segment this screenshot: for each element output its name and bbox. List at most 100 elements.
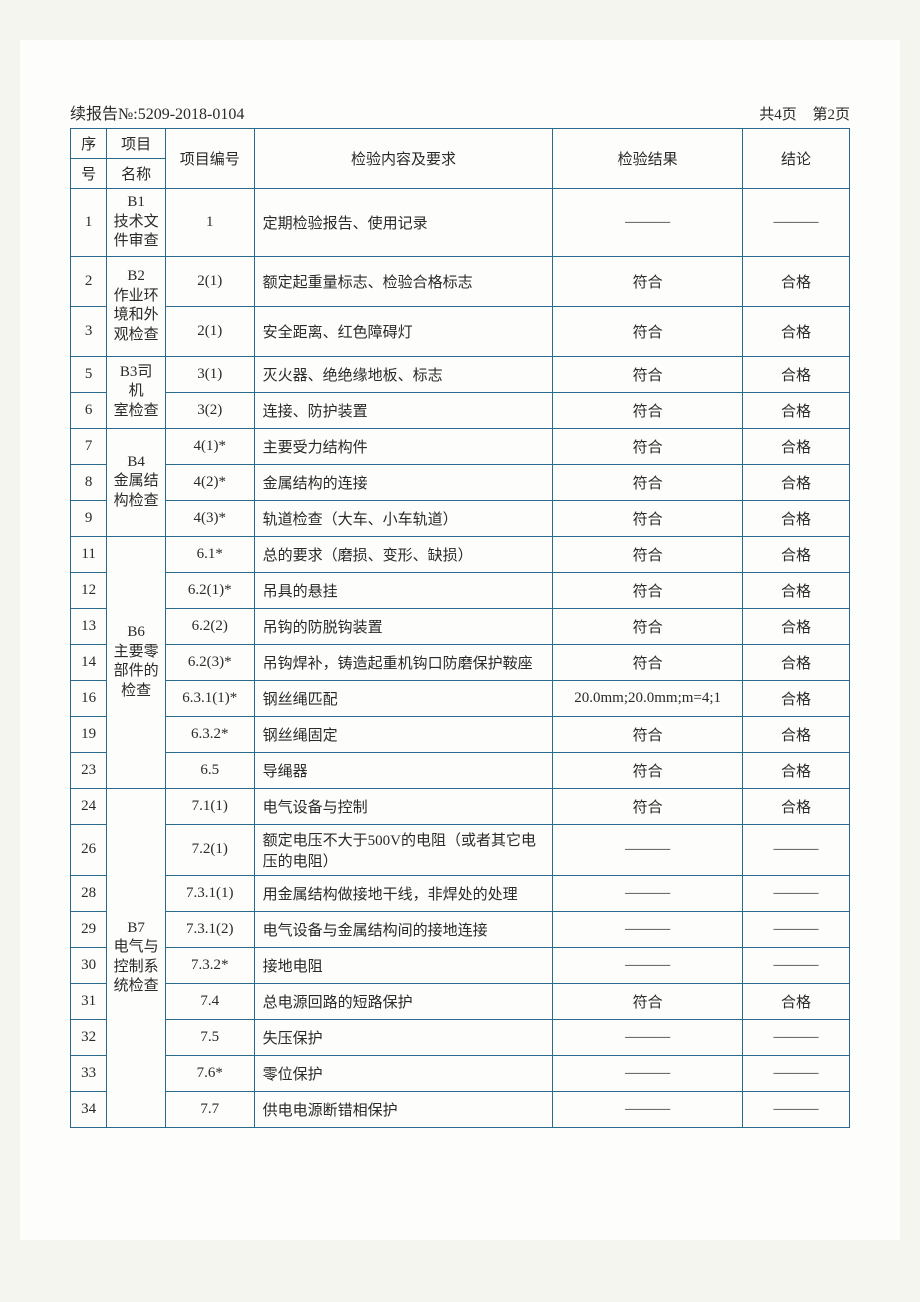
cell-content: 轨道检查（大车、小车轨道）	[254, 500, 553, 536]
cell-seq: 19	[71, 716, 107, 752]
cell-result: 符合	[553, 644, 743, 680]
cell-seq: 7	[71, 428, 107, 464]
cell-group-name: B6 主要零 部件的 检查	[107, 536, 166, 788]
table-header: 序 项目 项目编号 检验内容及要求 检验结果 结论 号 名称	[71, 129, 850, 189]
cell-code: 3(2)	[165, 392, 254, 428]
cell-verdict: ———	[743, 1091, 850, 1127]
cell-verdict: ———	[743, 947, 850, 983]
cell-code: 6.3.2*	[165, 716, 254, 752]
cell-content: 连接、防护装置	[254, 392, 553, 428]
col-seq-2: 号	[71, 159, 107, 189]
col-code: 项目编号	[165, 129, 254, 189]
cell-code: 6.2(1)*	[165, 572, 254, 608]
cell-content: 供电电源断错相保护	[254, 1091, 553, 1127]
cell-verdict: ———	[743, 824, 850, 875]
cell-verdict: 合格	[743, 608, 850, 644]
cell-verdict: 合格	[743, 644, 850, 680]
cell-content: 吊具的悬挂	[254, 572, 553, 608]
cell-result: ———	[553, 947, 743, 983]
cell-result: 符合	[553, 306, 743, 356]
cell-result: ———	[553, 911, 743, 947]
cell-code: 7.4	[165, 983, 254, 1019]
cell-content: 吊钩的防脱钩装置	[254, 608, 553, 644]
cell-code: 7.5	[165, 1019, 254, 1055]
cell-result: 符合	[553, 392, 743, 428]
cell-code: 6.3.1(1)*	[165, 680, 254, 716]
table-row: 267.2(1)额定电压不大于500V的电阻（或者其它电压的电阻）——————	[71, 824, 850, 875]
cell-verdict: ———	[743, 1019, 850, 1055]
cell-content: 金属结构的连接	[254, 464, 553, 500]
cell-code: 6.2(2)	[165, 608, 254, 644]
cell-code: 3(1)	[165, 356, 254, 392]
col-seq-1: 序	[71, 129, 107, 159]
cell-result: ———	[553, 1091, 743, 1127]
cell-code: 4(1)*	[165, 428, 254, 464]
cell-content: 电气设备与控制	[254, 788, 553, 824]
cell-seq: 23	[71, 752, 107, 788]
cell-result: ———	[553, 1019, 743, 1055]
cell-code: 7.6*	[165, 1055, 254, 1091]
cell-seq: 9	[71, 500, 107, 536]
cell-result: ———	[553, 189, 743, 257]
cell-verdict: 合格	[743, 464, 850, 500]
table-row: 337.6*零位保护——————	[71, 1055, 850, 1091]
table-row: 287.3.1(1)用金属结构做接地干线，非焊处的处理——————	[71, 875, 850, 911]
cell-code: 1	[165, 189, 254, 257]
cell-content: 钢丝绳固定	[254, 716, 553, 752]
cell-code: 7.3.2*	[165, 947, 254, 983]
col-verdict: 结论	[743, 129, 850, 189]
cell-content: 吊钩焊补，铸造起重机钩口防磨保护鞍座	[254, 644, 553, 680]
cell-seq: 34	[71, 1091, 107, 1127]
cell-seq: 1	[71, 189, 107, 257]
table-row: 94(3)*轨道检查（大车、小车轨道）符合合格	[71, 500, 850, 536]
cell-code: 4(3)*	[165, 500, 254, 536]
cell-verdict: 合格	[743, 572, 850, 608]
cell-seq: 14	[71, 644, 107, 680]
table-row: 126.2(1)*吊具的悬挂符合合格	[71, 572, 850, 608]
cell-result: ———	[553, 824, 743, 875]
table-row: 5B3司机 室检查3(1)灭火器、绝绝缘地板、标志符合合格	[71, 356, 850, 392]
cell-verdict: 合格	[743, 788, 850, 824]
cell-verdict: 合格	[743, 752, 850, 788]
cell-content: 额定起重量标志、检验合格标志	[254, 256, 553, 306]
cell-verdict: 合格	[743, 356, 850, 392]
report-page: 续报告№:5209-2018-0104 共4页 第2页 序 项目 项目编号 检验…	[20, 40, 900, 1240]
cell-result: 20.0mm;20.0mm;m=4;1	[553, 680, 743, 716]
table-body: 1B1 技术文 件审查1定期检验报告、使用记录——————2B2 作业环 境和外…	[71, 189, 850, 1128]
cell-group-name: B3司机 室检查	[107, 356, 166, 428]
cell-seq: 29	[71, 911, 107, 947]
cell-seq: 3	[71, 306, 107, 356]
cell-result: 符合	[553, 608, 743, 644]
table-row: 307.3.2*接地电阻——————	[71, 947, 850, 983]
cell-result: 符合	[553, 983, 743, 1019]
cell-seq: 31	[71, 983, 107, 1019]
total-pages: 共4页	[759, 107, 797, 123]
cell-code: 7.3.1(2)	[165, 911, 254, 947]
cell-verdict: ———	[743, 875, 850, 911]
table-row: 32(1)安全距离、红色障碍灯符合合格	[71, 306, 850, 356]
cell-verdict: 合格	[743, 716, 850, 752]
cell-result: 符合	[553, 716, 743, 752]
cell-code: 7.7	[165, 1091, 254, 1127]
cell-seq: 32	[71, 1019, 107, 1055]
cell-seq: 8	[71, 464, 107, 500]
cell-verdict: ———	[743, 911, 850, 947]
cell-code: 7.1(1)	[165, 788, 254, 824]
cell-result: ———	[553, 875, 743, 911]
cell-content: 定期检验报告、使用记录	[254, 189, 553, 257]
cell-content: 总电源回路的短路保护	[254, 983, 553, 1019]
table-row: 7B4 金属结 构检查4(1)*主要受力结构件符合合格	[71, 428, 850, 464]
cell-verdict: 合格	[743, 536, 850, 572]
col-name-2: 名称	[107, 159, 166, 189]
cell-verdict: 合格	[743, 680, 850, 716]
cell-code: 7.2(1)	[165, 824, 254, 875]
cell-group-name: B1 技术文 件审查	[107, 189, 166, 257]
cell-result: 符合	[553, 256, 743, 306]
cell-verdict: 合格	[743, 500, 850, 536]
cell-content: 零位保护	[254, 1055, 553, 1091]
table-row: 347.7供电电源断错相保护——————	[71, 1091, 850, 1127]
page-header: 续报告№:5209-2018-0104 共4页 第2页	[70, 100, 850, 124]
cell-seq: 12	[71, 572, 107, 608]
cell-code: 6.5	[165, 752, 254, 788]
cell-seq: 6	[71, 392, 107, 428]
